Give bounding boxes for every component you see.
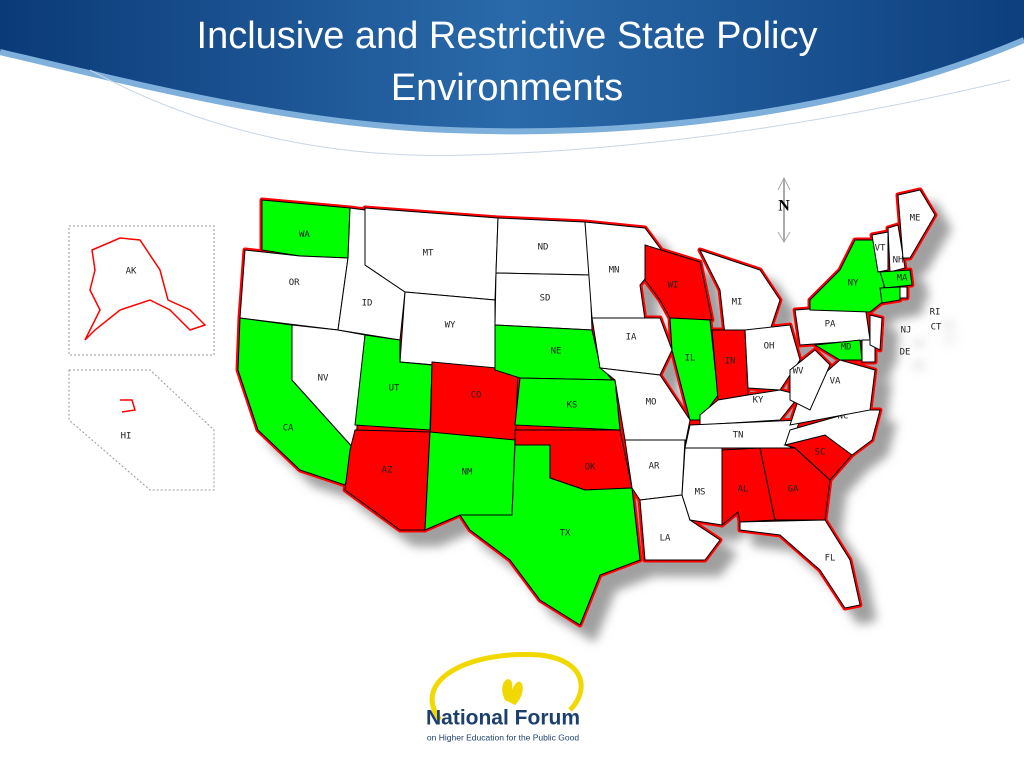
state-label: PA xyxy=(825,320,836,330)
state-label: IL xyxy=(685,354,696,364)
state-label: AZ xyxy=(382,466,393,476)
state-label: ME xyxy=(910,214,921,224)
state-label: WY xyxy=(445,321,456,331)
state xyxy=(879,269,913,289)
state xyxy=(399,291,496,371)
state xyxy=(344,429,431,531)
inset-state xyxy=(84,237,207,341)
state xyxy=(239,249,349,331)
header-band xyxy=(0,0,1024,131)
state-label: NV xyxy=(318,374,329,384)
state-label: VA xyxy=(830,377,841,387)
state-label: FL xyxy=(825,554,836,564)
state-label: MI xyxy=(732,298,743,308)
state-label: CA xyxy=(283,424,294,434)
state-label: SD xyxy=(540,294,551,304)
logo-tagline: on Higher Education for the Public Good xyxy=(427,732,579,742)
inset-maps: AK HI xyxy=(68,225,215,491)
us-map: WA OR CA NV ID MT WY UT CO AZ NM ND SD NE KS OK TX MN IA MO… xyxy=(235,187,942,628)
state xyxy=(871,231,889,273)
state-label: MD xyxy=(841,343,852,353)
state-label: DE xyxy=(900,348,911,358)
state xyxy=(897,189,936,259)
inset-state xyxy=(120,399,136,413)
state-label: NJ xyxy=(901,326,912,336)
inset-frame xyxy=(68,369,215,491)
state-label: ID xyxy=(362,299,373,309)
state-label: TX xyxy=(560,529,571,539)
state-label: MT xyxy=(423,249,434,259)
state-label: UT xyxy=(389,384,400,394)
state-label: MO xyxy=(646,398,657,408)
state-label: CT xyxy=(931,323,942,333)
state-label: NY xyxy=(848,279,859,289)
logo-name: National Forum xyxy=(426,707,580,730)
state-label: OK xyxy=(585,463,596,473)
state-label: MA xyxy=(897,274,908,284)
logo: National Forum on Higher Education for t… xyxy=(426,651,584,742)
state-label: OH xyxy=(764,342,775,352)
state-label: GA xyxy=(788,485,799,495)
state-label: NE xyxy=(551,347,562,357)
state-label: ND xyxy=(538,243,549,253)
state-label: VT xyxy=(875,244,886,254)
state-label: AL xyxy=(738,485,749,495)
header-curve xyxy=(89,69,1011,156)
state xyxy=(739,519,861,609)
state-label: WV xyxy=(793,367,804,377)
state xyxy=(869,314,883,351)
state-label: NH xyxy=(893,256,904,266)
state-label: HI xyxy=(121,432,132,442)
state-label: IN xyxy=(725,357,736,367)
state-label: OR xyxy=(289,278,300,288)
state xyxy=(879,286,901,304)
state xyxy=(759,447,831,521)
state xyxy=(789,349,831,411)
state-label: WI xyxy=(668,281,679,291)
state xyxy=(459,444,641,626)
compass: N xyxy=(777,176,791,243)
state-label: RI xyxy=(930,308,941,318)
state-label: NC xyxy=(838,412,849,422)
header-swoosh xyxy=(0,37,1024,135)
state-label: TN xyxy=(733,431,744,441)
state-label: MS xyxy=(695,488,706,498)
slide-title: Inclusive and Restrictive State Policy En… xyxy=(197,15,818,109)
state-label: NM xyxy=(462,468,473,478)
state-label: KY xyxy=(753,396,764,406)
state-label: MN xyxy=(609,266,620,276)
state-label: AR xyxy=(649,462,660,472)
compass-label: N xyxy=(778,198,790,215)
state xyxy=(681,447,723,526)
state-label: IA xyxy=(626,333,637,343)
state-label: AK xyxy=(126,267,137,277)
state-label: CO xyxy=(471,391,482,401)
state-label: LA xyxy=(660,534,671,544)
state xyxy=(899,286,908,299)
state xyxy=(887,224,906,273)
inset-frame xyxy=(68,225,215,356)
state xyxy=(789,359,876,426)
state xyxy=(591,317,673,376)
state-label: SC xyxy=(815,448,826,458)
state-label: KS xyxy=(567,401,578,411)
state-label: WA xyxy=(299,230,310,240)
